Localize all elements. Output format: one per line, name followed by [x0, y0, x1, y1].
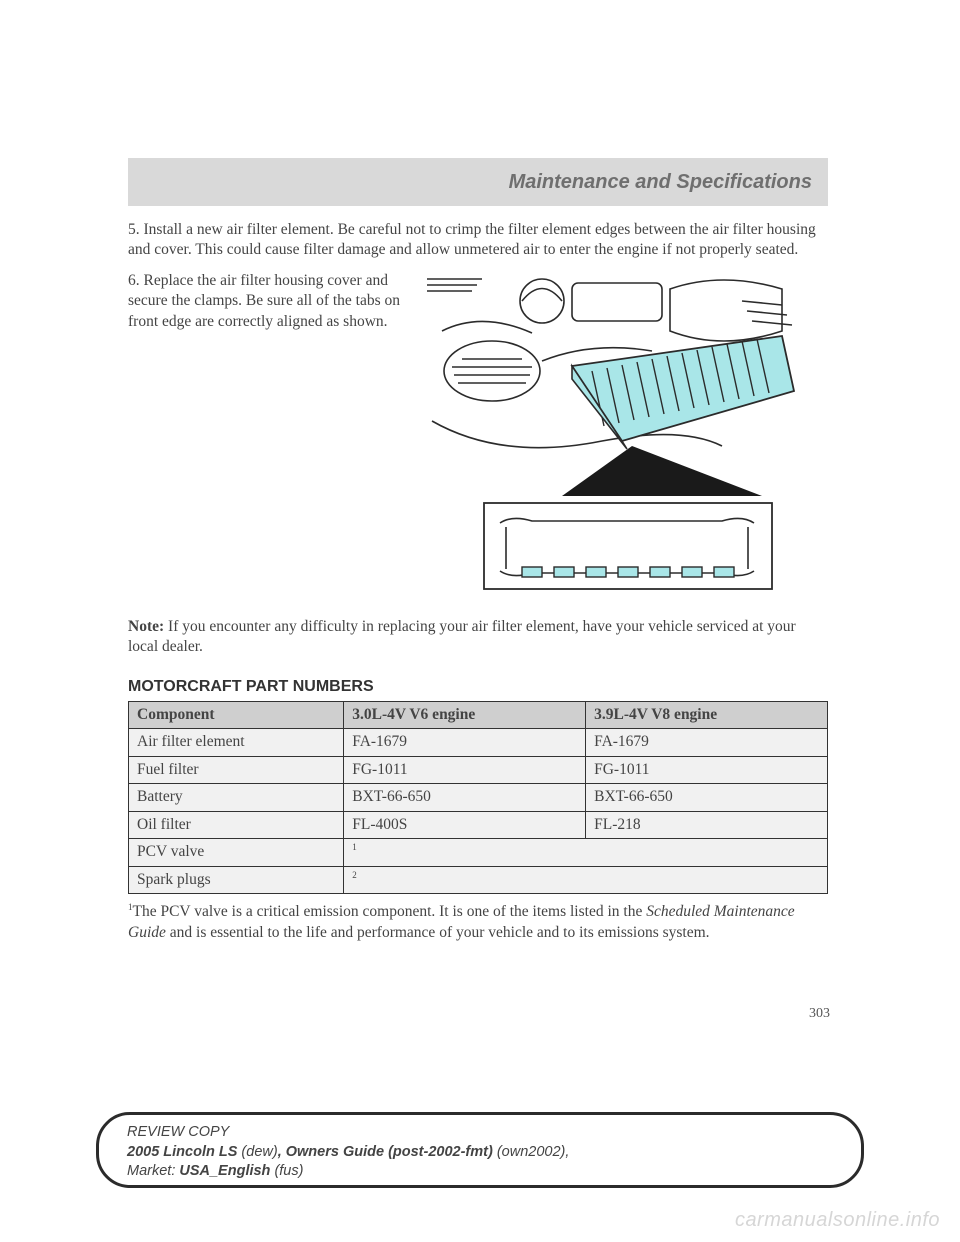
table-row: Air filter element FA-1679 FA-1679 [129, 729, 828, 756]
content-area: Maintenance and Specifications 5. Instal… [128, 158, 828, 943]
col-component: Component [129, 701, 344, 728]
watermark-text: carmanualsonline.info [735, 1209, 940, 1232]
page: Maintenance and Specifications 5. Instal… [0, 0, 960, 1242]
table-row: Fuel filter FG-1011 FG-1011 [129, 756, 828, 783]
footnote-text-b: and is essential to the life and perform… [166, 924, 710, 941]
step-5-text: 5. Install a new air filter element. Be … [128, 220, 828, 261]
table-row: Spark plugs 2 [129, 866, 828, 894]
col-v8: 3.9L-4V V8 engine [586, 701, 828, 728]
footer-line-1: REVIEW COPY [127, 1123, 833, 1143]
parts-table: Component 3.0L-4V V6 engine 3.9L-4V V8 e… [128, 701, 828, 894]
footnote-text-a: The PCV valve is a critical emission com… [133, 904, 647, 921]
footer-line-2: 2005 Lincoln LS (dew), Owners Guide (pos… [127, 1143, 833, 1163]
note-paragraph: Note: If you encounter any difficulty in… [128, 617, 828, 658]
chapter-header-bar: Maintenance and Specifications [128, 158, 828, 206]
table-row: Battery BXT-66-650 BXT-66-650 [129, 784, 828, 811]
footnote-1: 1The PCV valve is a critical emission co… [128, 902, 828, 943]
body-text: 5. Install a new air filter element. Be … [128, 220, 828, 943]
col-v6: 3.0L-4V V6 engine [344, 701, 586, 728]
table-row: Oil filter FL-400S FL-218 [129, 811, 828, 838]
table-header-row: Component 3.0L-4V V6 engine 3.9L-4V V8 e… [129, 701, 828, 728]
chapter-title: Maintenance and Specifications [509, 171, 812, 194]
footer-box: REVIEW COPY 2005 Lincoln LS (dew), Owner… [96, 1112, 864, 1188]
air-filter-illustration [422, 271, 812, 601]
parts-heading: MOTORCRAFT PART NUMBERS [128, 676, 828, 697]
table-row: PCV valve 1 [129, 839, 828, 867]
page-number: 303 [809, 1006, 830, 1022]
footer-line-3: Market: USA_English (fus) [127, 1162, 833, 1182]
step-6-row: 6. Replace the air filter housing cover … [128, 271, 828, 601]
step-6-text: 6. Replace the air filter housing cover … [128, 271, 408, 332]
note-label: Note: [128, 618, 164, 635]
note-body: If you encounter any difficulty in repla… [128, 618, 796, 655]
